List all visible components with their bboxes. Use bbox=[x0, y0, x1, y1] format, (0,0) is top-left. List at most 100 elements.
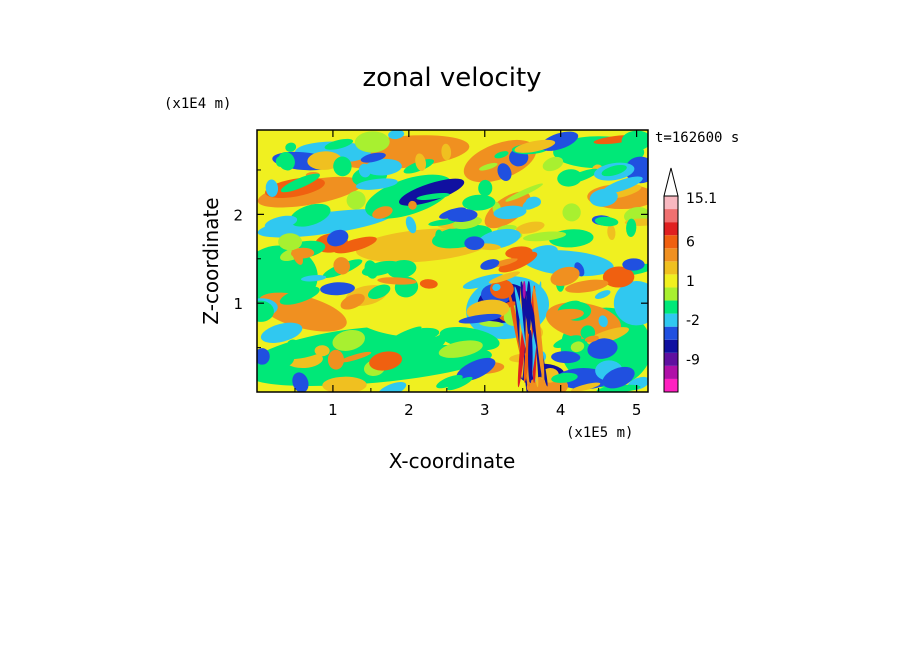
heatmap-blob bbox=[602, 266, 635, 288]
heatmap-blob bbox=[594, 216, 619, 227]
heatmap-blob bbox=[416, 192, 450, 201]
colorbar-cell bbox=[664, 352, 678, 366]
colorbar-cell bbox=[664, 222, 678, 236]
heatmap-blob bbox=[626, 218, 637, 237]
heatmap-blob bbox=[265, 179, 279, 197]
y-axis-label: Z-coordinate bbox=[199, 197, 223, 324]
heatmap-blob bbox=[289, 203, 331, 227]
heatmap-blob bbox=[492, 283, 501, 292]
heatmap-blob bbox=[528, 329, 533, 384]
heatmap-blob bbox=[438, 340, 483, 358]
colorbar-cell bbox=[664, 196, 678, 210]
heatmap-blob bbox=[505, 246, 533, 259]
colorbar-cell bbox=[664, 313, 678, 327]
colorbar-label: 6 bbox=[686, 235, 695, 251]
heatmap-blob bbox=[285, 142, 297, 152]
heatmap-blob bbox=[333, 156, 352, 177]
heatmap-blob bbox=[505, 183, 543, 202]
heatmap-blob bbox=[419, 279, 438, 289]
heatmap-blob bbox=[333, 236, 377, 254]
colorbar-cell bbox=[664, 235, 678, 249]
colorbar-cell bbox=[664, 209, 678, 223]
heatmap-blob bbox=[488, 271, 521, 284]
heatmap-blob bbox=[408, 200, 417, 210]
heatmap-blob bbox=[602, 366, 635, 389]
heatmap-blob bbox=[257, 348, 270, 365]
heatmap-blob bbox=[625, 156, 648, 184]
heatmap-blob bbox=[399, 178, 465, 206]
heatmap-blob bbox=[287, 339, 299, 350]
heatmap-blob bbox=[557, 169, 583, 187]
heatmap-blob bbox=[447, 376, 473, 391]
heatmap-blob bbox=[493, 205, 527, 220]
heatmap-blob bbox=[622, 258, 645, 271]
heatmap-blob bbox=[464, 236, 485, 250]
heatmap-blob bbox=[278, 233, 303, 251]
colorbar-label: 1 bbox=[686, 274, 695, 290]
heatmap-blob bbox=[498, 251, 538, 273]
heatmap-blob bbox=[594, 290, 611, 300]
heatmap-blob bbox=[458, 313, 502, 324]
heatmap-blob bbox=[494, 151, 509, 159]
colorbar-cell bbox=[664, 378, 678, 392]
heatmap-blob bbox=[257, 300, 274, 322]
heatmap-blob bbox=[428, 219, 456, 227]
heatmap-blob bbox=[415, 153, 426, 172]
colorbar-cell bbox=[664, 300, 678, 314]
heatmap-blob bbox=[425, 329, 458, 345]
colorbar-label: -9 bbox=[686, 352, 700, 368]
heatmap-blob bbox=[462, 194, 496, 211]
heatmap-blob bbox=[279, 286, 320, 305]
heatmap-blob bbox=[570, 341, 585, 353]
heatmap-blob bbox=[436, 374, 463, 389]
colorbar-cell bbox=[664, 274, 678, 288]
heatmap-blob bbox=[551, 351, 581, 364]
heatmap-blob bbox=[364, 158, 402, 176]
heatmap-blob bbox=[368, 284, 391, 300]
heatmap-blob bbox=[301, 275, 327, 282]
heatmap-blob bbox=[290, 247, 315, 259]
heatmap-blob bbox=[355, 178, 398, 190]
heatmap-blob bbox=[479, 162, 498, 171]
heatmap-blob bbox=[621, 130, 648, 151]
heatmap-blob bbox=[584, 335, 599, 343]
heatmap-blob bbox=[515, 221, 545, 234]
heatmap-blob bbox=[360, 152, 386, 163]
heatmap-stripe bbox=[532, 285, 545, 383]
heatmap-blob bbox=[358, 163, 371, 178]
heatmap-blob bbox=[602, 176, 643, 194]
heatmap-blob bbox=[327, 349, 345, 370]
heatmap-blob bbox=[314, 345, 330, 357]
heatmap-blob bbox=[553, 335, 582, 349]
heatmap-blob bbox=[377, 277, 417, 285]
heatmap-blob bbox=[333, 257, 351, 275]
heatmap-blob bbox=[364, 260, 378, 279]
heatmap-blob bbox=[601, 164, 627, 177]
heatmap-blob bbox=[388, 130, 405, 140]
heatmap-blob bbox=[274, 345, 295, 367]
chart-title: zonal velocity bbox=[362, 63, 541, 93]
plot-frame bbox=[256, 129, 649, 393]
heatmap-blob bbox=[405, 216, 417, 234]
heatmap-blob bbox=[570, 382, 601, 392]
heatmap-blob bbox=[377, 382, 407, 392]
heatmap-blob bbox=[372, 206, 393, 219]
x-scale-label: (x1E5 m) bbox=[566, 425, 633, 441]
x-axis-label: X-coordinate bbox=[389, 449, 516, 473]
heatmap-blob bbox=[324, 138, 354, 150]
heatmap-blob bbox=[280, 173, 320, 193]
heatmap-blob bbox=[514, 139, 556, 153]
heatmap-blob bbox=[462, 273, 505, 289]
colorbar-label: -2 bbox=[686, 313, 700, 329]
heatmap-blob bbox=[587, 338, 618, 359]
y-tick-label: 2 bbox=[233, 206, 243, 224]
heatmap-blob bbox=[522, 280, 526, 299]
heatmap-blob bbox=[607, 224, 616, 241]
x-tick-label: 3 bbox=[480, 401, 490, 419]
heatmap-blob bbox=[292, 372, 309, 392]
colorbar-cell bbox=[664, 248, 678, 262]
heatmap-blob bbox=[509, 188, 582, 223]
heatmap-blob bbox=[260, 322, 303, 343]
heatmap-blob bbox=[542, 156, 564, 172]
